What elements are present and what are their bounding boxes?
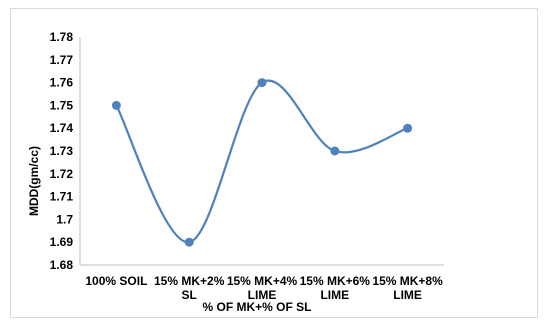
- x-tick-label: 15% MK+8% LIME: [372, 274, 443, 302]
- x-tick-line: 15% MK+6%: [300, 274, 371, 288]
- x-tick-line: 15% MK+2%: [154, 274, 225, 288]
- y-tick-label: 1.76: [50, 76, 74, 90]
- y-tick-label: 1.72: [50, 167, 74, 181]
- x-tick-line: 15% MK+4%: [227, 274, 298, 288]
- series-line: [115, 79, 408, 244]
- y-tick-label: 1.77: [50, 53, 74, 67]
- y-tick-label: 1.7: [56, 212, 73, 226]
- x-tick-line: SL: [182, 288, 197, 302]
- x-tick-label: 15% MK+2% SL: [154, 274, 225, 302]
- y-tick-label: 1.74: [50, 121, 74, 135]
- x-tick-line: LIME: [248, 288, 277, 302]
- y-tick-labels: 1.78 1.77 1.76 1.75 1.74 1.73 1.72 1.71 1.7 1.69 1…: [50, 30, 74, 272]
- y-axis-title: MDD(gm/cc): [27, 146, 41, 216]
- data-point: [257, 78, 267, 88]
- y-tick-label: 1.75: [50, 98, 74, 112]
- chart-frame: [10, 8, 538, 318]
- data-point: [330, 146, 340, 156]
- y-tick-label: 1.69: [50, 235, 74, 249]
- y-tick-label: 1.78: [50, 30, 74, 44]
- y-tick-label: 1.68: [50, 258, 74, 272]
- y-tick-label: 1.73: [50, 144, 74, 158]
- x-tick-line: LIME: [393, 288, 422, 302]
- x-tick-label: 15% MK+4% LIME: [227, 274, 298, 302]
- x-tick-line: 100% SOIL: [85, 274, 147, 288]
- data-point: [111, 100, 121, 110]
- x-tick-line: LIME: [320, 288, 349, 302]
- x-tick-label: 15% MK+6% LIME: [300, 274, 371, 302]
- data-point: [184, 237, 194, 247]
- data-points: [111, 78, 413, 247]
- y-tick-label: 1.71: [50, 190, 74, 204]
- x-tick-label: 100% SOIL: [85, 274, 147, 288]
- x-tick-line: 15% MK+8%: [372, 274, 443, 288]
- data-point: [403, 123, 413, 133]
- x-axis-title: % OF MK+% OF SL: [202, 300, 311, 314]
